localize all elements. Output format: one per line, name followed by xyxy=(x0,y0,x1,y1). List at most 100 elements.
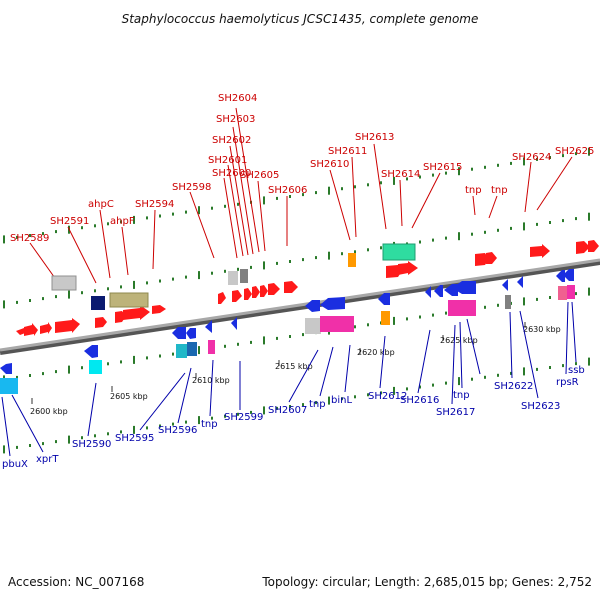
connector xyxy=(524,161,532,213)
gene-arrow xyxy=(218,292,226,304)
connector xyxy=(571,301,577,363)
gene-label: pbuX xyxy=(2,459,28,470)
connector xyxy=(329,169,351,241)
connector xyxy=(509,311,513,379)
connector xyxy=(11,394,44,453)
gene-arrow xyxy=(563,269,574,281)
gene-arrow xyxy=(556,270,565,282)
gene-arrow xyxy=(530,244,550,258)
connector xyxy=(229,145,249,256)
connector xyxy=(451,324,456,405)
gene-arrow xyxy=(123,305,150,320)
gene-box xyxy=(51,275,77,291)
gene-label: tnp xyxy=(453,390,470,401)
scale-axis: 2600 kbp 2605 kbp 2610 kbp 2615 kbp 2620… xyxy=(30,322,561,416)
gene-label: tnp xyxy=(201,419,218,430)
gene-label: SH2625 xyxy=(555,146,594,157)
scale-label: 2620 kbp xyxy=(357,348,395,357)
connector xyxy=(565,301,569,375)
forward-labels: SH2589 SH2591 ahpC ahpF SH2594 SH2598 SH… xyxy=(10,93,594,244)
scale-label: 2615 kbp xyxy=(275,362,313,371)
gene-box xyxy=(505,295,511,309)
gene-arrow xyxy=(576,241,590,254)
gene-box xyxy=(382,243,416,261)
connector xyxy=(319,346,334,397)
connector xyxy=(152,209,156,270)
gene-arrow xyxy=(172,327,186,339)
gene-arrow xyxy=(232,290,242,302)
gene-arrow xyxy=(260,285,268,297)
accession-text: Accession: NC_007168 xyxy=(8,575,144,589)
connector xyxy=(227,164,244,257)
connector xyxy=(257,180,266,252)
gene-label: SH2605 xyxy=(240,170,279,181)
connector xyxy=(411,172,441,229)
gene-box xyxy=(320,316,354,332)
gene-label: SH2589 xyxy=(10,233,49,244)
gene-arrow xyxy=(284,281,298,293)
connector xyxy=(472,195,476,216)
gene-label: rpsR xyxy=(556,377,579,388)
gene-arrow xyxy=(434,285,443,297)
gene-label: SH2598 xyxy=(172,182,211,193)
connector xyxy=(459,321,463,389)
gene-arrow xyxy=(320,297,345,310)
gene-label: SH2606 xyxy=(268,185,307,196)
gene-arrow xyxy=(0,363,12,374)
gene-label: xprT xyxy=(36,454,59,465)
gene-box xyxy=(567,285,575,299)
gene-label: ahpC xyxy=(88,199,114,210)
gene-label: ssb xyxy=(568,365,585,376)
gene-arrow xyxy=(452,281,476,294)
gene-arrow xyxy=(95,317,107,328)
gene-arrow xyxy=(152,305,166,314)
scale-label: 2600 kbp xyxy=(30,407,68,416)
forward-genes xyxy=(16,240,599,336)
gene-box xyxy=(381,311,390,325)
connector xyxy=(466,318,481,375)
scale-label: 2625 kbp xyxy=(440,336,478,345)
gene-arrow xyxy=(502,279,508,291)
connector xyxy=(121,226,129,276)
connector xyxy=(189,191,215,259)
gene-label: SH2602 xyxy=(212,135,251,146)
connector xyxy=(223,177,238,259)
connector xyxy=(67,226,97,284)
map-title: Staphylococcus haemolyticus JCSC1435, co… xyxy=(122,12,479,26)
connector xyxy=(399,179,403,227)
gene-label: SH2601 xyxy=(208,155,247,166)
gene-arrow xyxy=(486,252,497,264)
gene-label: SH2596 xyxy=(158,425,197,436)
connector xyxy=(1,396,11,457)
gene-box xyxy=(208,340,215,354)
gene-label: SH2622 xyxy=(494,381,533,392)
gene-label: SH2617 xyxy=(436,407,475,418)
gene-label: SH2594 xyxy=(135,199,174,210)
gene-arrow xyxy=(84,345,98,358)
forward-connectors xyxy=(29,107,573,289)
gene-label: SH2615 xyxy=(423,162,462,173)
gene-box xyxy=(348,253,356,267)
gene-arrow xyxy=(252,286,260,298)
gene-arrow xyxy=(517,276,523,288)
gene-box xyxy=(0,378,18,394)
gene-label: tnp xyxy=(491,185,508,196)
gene-arrow xyxy=(588,240,599,252)
gene-arrow xyxy=(205,320,212,333)
gene-box xyxy=(558,286,567,300)
connector xyxy=(417,329,431,394)
connector xyxy=(177,367,192,424)
gene-arrow xyxy=(40,322,52,334)
connector xyxy=(351,156,357,238)
scale-label: 2605 kbp xyxy=(110,392,148,401)
gene-box xyxy=(89,360,102,374)
gene-arrow xyxy=(425,286,431,298)
scale-label: 2610 kbp xyxy=(192,376,230,385)
gene-label: binL xyxy=(331,395,352,406)
gene-label: SH2623 xyxy=(521,401,560,412)
gene-arrow xyxy=(398,261,418,275)
reverse-labels: pbuX xprT SH2590 SH2595 SH2596 tnp SH259… xyxy=(2,365,585,470)
gene-label: tnp xyxy=(309,399,326,410)
gene-arrow xyxy=(244,288,252,300)
